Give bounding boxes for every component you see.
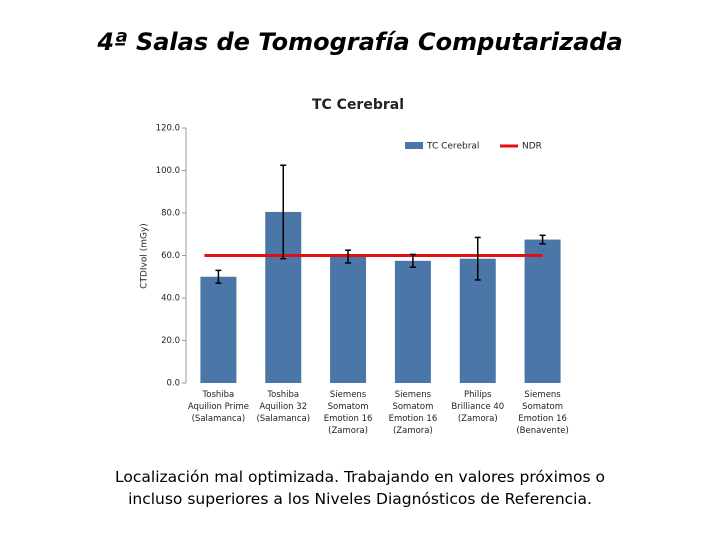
bar	[330, 256, 367, 383]
error-bar	[409, 253, 416, 268]
bar	[394, 260, 431, 383]
x-tick-label: Toshiba Aquilion Prime (Salamanca)	[187, 390, 249, 424]
legend-swatch	[405, 142, 423, 149]
error-bar	[345, 249, 352, 264]
x-tick-label: Philips Brilliance 40 (Zamora)	[451, 390, 505, 424]
y-tick-label: 20.0	[161, 336, 180, 346]
error-bar	[280, 164, 287, 260]
y-tick-label: 60.0	[161, 251, 180, 261]
y-tick-label: 100.0	[156, 166, 180, 176]
page-title: 4ª Salas de Tomografía Computarizada	[97, 28, 623, 56]
legend-label: TC Cerebral	[426, 142, 479, 152]
y-axis-label: CTDIvol (mGy)	[140, 223, 150, 289]
caption: Localización mal optimizada. Trabajando …	[115, 468, 605, 508]
chart-title: TC Cerebral	[312, 97, 404, 113]
bar	[200, 276, 237, 383]
y-tick-label: 0.0	[166, 379, 180, 389]
bar	[524, 239, 561, 383]
error-bar	[215, 269, 222, 284]
legend-label: NDR	[522, 142, 542, 152]
y-tick-label: 120.0	[156, 124, 180, 134]
x-tick-label: Siemens Somatom Emotion 16 (Benavente)	[516, 390, 569, 436]
x-tick-label: Siemens Somatom Emotion 16 (Zamora)	[388, 390, 438, 436]
y-tick-label: 40.0	[161, 294, 180, 304]
error-bar	[539, 234, 546, 245]
x-tick-label: Toshiba Aquilion 32 (Salamanca)	[256, 390, 311, 424]
y-tick-label: 80.0	[161, 209, 180, 219]
error-bar	[474, 236, 481, 281]
x-tick-label: Siemens Somatom Emotion 16 (Zamora)	[323, 390, 373, 436]
